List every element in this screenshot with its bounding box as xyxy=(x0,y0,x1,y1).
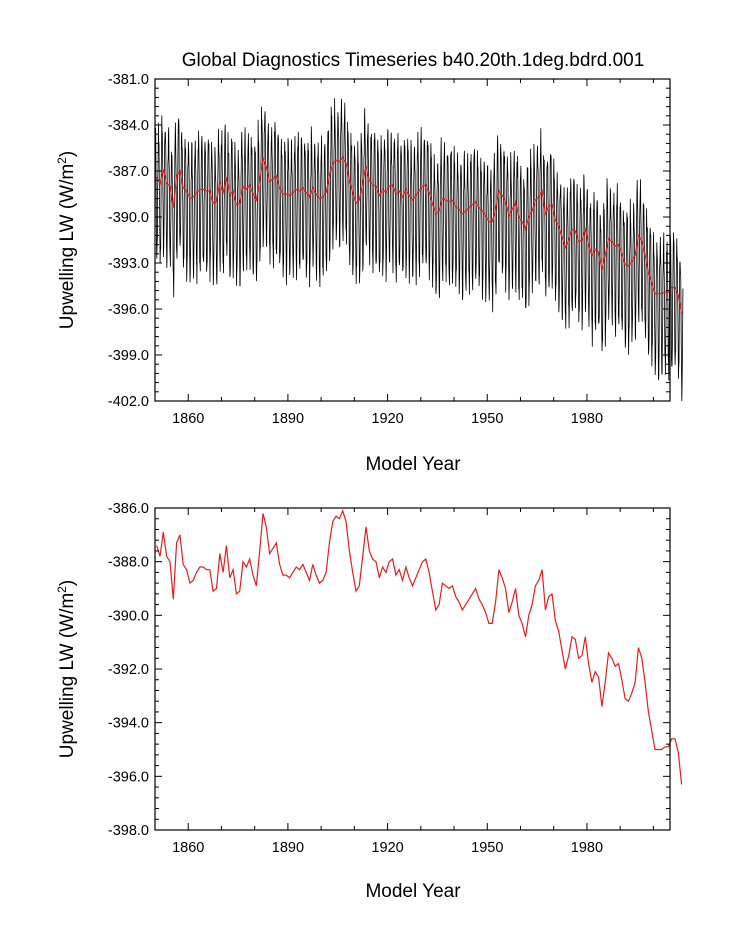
bottom-x-tick-label: 1860 xyxy=(172,840,204,856)
top-panel: 1860 1890 1920 1950 1980 -381.0 -384.0 -387.0 -3… xyxy=(55,72,684,475)
top-y-tick-label: -396.0 xyxy=(108,302,149,318)
bottom-annual-series-line xyxy=(156,508,683,785)
top-plot-area xyxy=(154,98,684,402)
bottom-y-tick-label: -388.0 xyxy=(108,555,149,571)
top-x-tick-label: 1860 xyxy=(172,411,204,427)
bottom-x-tick-label: 1920 xyxy=(371,840,403,856)
top-frame xyxy=(154,78,671,402)
top-x-tick-label: 1950 xyxy=(471,411,503,427)
top-annual-series-line xyxy=(156,156,683,314)
bottom-panel: 1860 1890 1920 1950 1980 -386.0 -388.0 -390.0 -3… xyxy=(55,501,683,902)
bottom-y-tick-label: -396.0 xyxy=(108,769,149,785)
top-x-tick-label: 1980 xyxy=(571,411,603,427)
top-y-tick-label: -381.0 xyxy=(108,72,149,88)
top-y-tick-label: -384.0 xyxy=(108,118,149,134)
top-x-tick-label: 1890 xyxy=(272,411,304,427)
bottom-x-tick-label: 1980 xyxy=(571,840,603,856)
bottom-y-tick-label: -390.0 xyxy=(108,608,149,624)
chart-title: Global Diagnostics Timeseries b40.20th.1… xyxy=(182,50,645,71)
top-y-tick-label: -387.0 xyxy=(108,164,149,180)
bottom-x-tick-label: 1950 xyxy=(471,840,503,856)
top-y-tick-label: -393.0 xyxy=(108,256,149,272)
top-y-axis-title: Upwelling LW (W/m2) xyxy=(55,151,78,329)
bottom-y-tick-label: -386.0 xyxy=(108,501,149,517)
bottom-y-tick-label: -392.0 xyxy=(108,662,149,678)
bottom-y-axis-title: Upwelling LW (W/m2) xyxy=(55,580,78,758)
top-axes: 1860 1890 1920 1950 1980 -381.0 -384.0 -387.0 -3… xyxy=(108,72,670,427)
bottom-y-tick-label: -394.0 xyxy=(108,716,149,732)
top-y-tick-label: -402.0 xyxy=(108,394,149,410)
top-y-tick-label: -390.0 xyxy=(108,210,149,226)
top-x-tick-label: 1920 xyxy=(371,411,403,427)
bottom-y-tick-label: -398.0 xyxy=(108,823,149,839)
top-x-axis-title: Model Year xyxy=(365,454,461,475)
bottom-x-axis-title: Model Year xyxy=(365,881,461,902)
bottom-frame xyxy=(154,507,671,831)
bottom-plot-area xyxy=(156,508,683,785)
bottom-axes: 1860 1890 1920 1950 1980 -386.0 -388.0 -390.0 -3… xyxy=(108,501,670,856)
top-monthly-series-line xyxy=(154,98,684,402)
top-y-tick-label: -399.0 xyxy=(108,348,149,364)
bottom-x-tick-label: 1890 xyxy=(272,840,304,856)
